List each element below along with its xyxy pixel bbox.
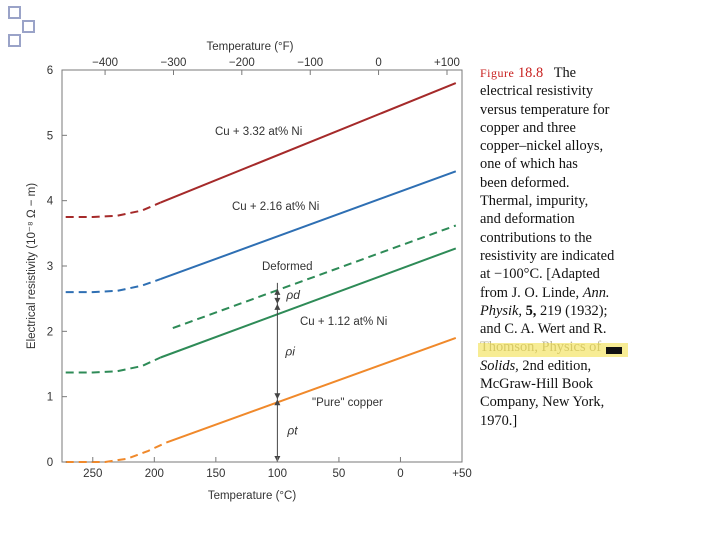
caption-line: resistivity are indicated xyxy=(480,247,615,264)
series-label: Cu + 2.16 at% Ni xyxy=(232,201,319,213)
arrowhead xyxy=(274,297,281,304)
physik-journal: Physik, xyxy=(480,302,522,319)
x-tick-label: 250 xyxy=(83,468,102,480)
series-line-dashed-cu-3-32-at-ni xyxy=(65,201,161,218)
rho-t-label: ρt xyxy=(286,424,298,438)
solids-title: Solids, xyxy=(480,357,519,374)
caption-line: and deformation xyxy=(480,211,575,228)
caption-line: Thermal, impurity, xyxy=(480,193,589,210)
series-line-solid-cu-2-16-at-ni xyxy=(160,170,457,281)
top-tick-label: +100 xyxy=(434,57,460,69)
figure-number: 18.8 xyxy=(517,65,544,81)
series-line-dashed-cu-1-12-at-ni xyxy=(65,356,161,374)
y-tick-label: 2 xyxy=(47,326,53,338)
caption-line: Physik, 5, 219 (1932); xyxy=(480,302,645,320)
caption-line: from J. O. Linde, Ann. xyxy=(480,284,645,302)
series-line-solid-cu-1-12-at-ni xyxy=(160,247,457,359)
caption-line: copper and three xyxy=(480,119,576,136)
y-tick-label: 5 xyxy=(47,130,53,142)
x-tick-label: 200 xyxy=(145,468,164,480)
top-tick-label: −100 xyxy=(297,57,323,69)
top-tick-label: 0 xyxy=(375,57,381,69)
series-label: Cu + 3.32 at% Ni xyxy=(215,126,302,138)
caption-line: one of which has xyxy=(480,156,578,173)
rho-d-label: ρd xyxy=(285,288,300,302)
x-tick-label: 150 xyxy=(206,468,225,480)
caption-line: copper–nickel alloys, xyxy=(480,138,604,155)
series-label: Deformed xyxy=(262,261,313,273)
y-tick-label: 3 xyxy=(47,261,53,273)
series-layer xyxy=(65,82,457,463)
bullet-square-icon xyxy=(8,34,21,47)
bullet-square-icon xyxy=(8,6,21,19)
arrowhead xyxy=(274,288,281,295)
linde-journal: Ann. xyxy=(582,284,610,301)
caption-line: at −100°C. [Adapted xyxy=(480,266,600,283)
pages-year: 219 (1932); xyxy=(539,302,608,319)
series-line-solid-pure-copper xyxy=(166,336,457,444)
series-line-solid-cu-3-32-at-ni xyxy=(160,82,457,204)
top-axis-label: Temperature (°F) xyxy=(206,41,293,53)
top-tick-label: −400 xyxy=(92,57,118,69)
series-line-dashed-deformed xyxy=(172,224,457,330)
highlight-bar xyxy=(478,343,628,357)
x-axis-label: Temperature (°C) xyxy=(208,490,296,502)
caption-line: Company, New York, xyxy=(480,394,605,411)
caption-line: versus temperature for xyxy=(480,101,610,118)
arrowhead xyxy=(274,399,281,406)
volume-number: 5, xyxy=(525,302,537,319)
caption-line: Solids, 2nd edition, xyxy=(480,357,645,375)
arrowhead xyxy=(274,393,281,400)
figure-label-word: Figure xyxy=(480,66,515,80)
edition: 2nd edition, xyxy=(522,357,592,374)
y-tick-label: 6 xyxy=(47,65,53,77)
caption-line: 1970.] xyxy=(480,412,518,429)
arrowhead xyxy=(274,303,281,310)
caption-line: Figure 18.8 The xyxy=(480,64,645,82)
caption-line: electrical resistivity xyxy=(480,83,594,100)
caption-line: been deformed. xyxy=(480,174,570,191)
y-tick-label: 4 xyxy=(47,196,54,208)
y-axis-label: Electrical resistivity (10⁻⁸ Ω − m) xyxy=(26,183,38,349)
figure-caption: Figure 18.8 The electrical resistivity v… xyxy=(480,64,645,430)
redaction-mark xyxy=(606,347,622,354)
bullet-square-icon xyxy=(22,20,35,33)
y-tick-label: 1 xyxy=(47,392,53,404)
series-label: "Pure" copper xyxy=(312,397,383,409)
caption-line: McGraw-Hill Book xyxy=(480,376,594,393)
annotation-layer: Cu + 3.32 at% Ni Cu + 2.16 at% Ni Deformed… xyxy=(215,126,387,462)
series-line-dashed-pure-copper xyxy=(65,441,168,463)
x-tick-label: 100 xyxy=(268,468,287,480)
top-tick-label: −300 xyxy=(161,57,187,69)
x-tick-label: 50 xyxy=(333,468,346,480)
y-tick-label: 0 xyxy=(47,457,53,469)
x-tick-label: +50 xyxy=(452,468,472,480)
x-tick-label: 0 xyxy=(397,468,403,480)
caption-line-1-rest: The xyxy=(553,65,577,81)
series-label: Cu + 1.12 at% Ni xyxy=(300,316,387,328)
top-tick-label: −200 xyxy=(229,57,255,69)
rho-i-label: ρi xyxy=(284,345,295,359)
series-line-dashed-cu-2-16-at-ni xyxy=(65,278,161,294)
caption-line: and C. A. Wert and R. xyxy=(480,321,607,338)
slide-bullets xyxy=(8,6,48,47)
linde-prefix: from J. O. Linde, xyxy=(480,284,580,301)
caption-line: contributions to the xyxy=(480,229,592,246)
